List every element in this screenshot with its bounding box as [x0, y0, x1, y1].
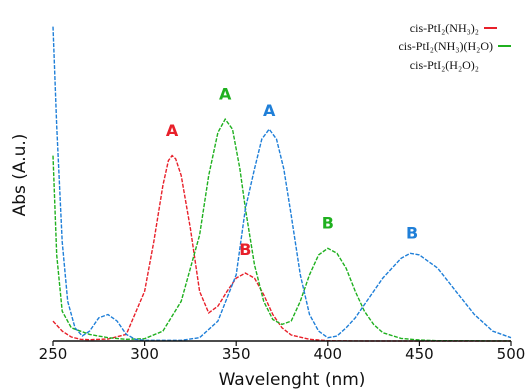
peak-label: A	[263, 101, 276, 120]
peak-label: B	[239, 240, 251, 259]
x-tick-label: 450	[405, 345, 434, 363]
legend: cis-PtI₂(NH₃)₂ cis-PtI₂(NH₃)(H₂O) cis-PtI₂…	[398, 21, 511, 72]
peak-annotations: A B A B A B	[166, 84, 418, 259]
x-tick-label: 250	[39, 345, 68, 363]
peak-label: B	[406, 223, 418, 242]
x-tick-labels: 250 300 350 400 450 500	[39, 345, 526, 363]
y-axis-title: Abs (A.u.)	[10, 134, 30, 217]
x-tick-label: 400	[313, 345, 342, 363]
series-curves	[52, 26, 512, 342]
x-tick-label: 300	[130, 345, 159, 363]
peak-label: A	[166, 121, 179, 140]
series-line-2	[52, 117, 512, 342]
peak-label: A	[219, 84, 232, 103]
legend-entry-label: cis-PtI₂(NH₃)(H₂O)	[398, 39, 493, 53]
legend-entry-label: cis-PtI₂(NH₃)₂	[410, 21, 479, 35]
series-line-1	[52, 154, 511, 342]
peak-label: B	[322, 213, 334, 232]
x-tick-label: 350	[222, 345, 251, 363]
x-axis-title: Wavelenght (nm)	[219, 370, 366, 390]
x-axis	[52, 340, 512, 346]
x-tick-label: 500	[497, 345, 526, 363]
legend-entry-label: cis-PtI₂(H₂O)₂	[410, 58, 479, 72]
series-line-3	[52, 26, 512, 341]
